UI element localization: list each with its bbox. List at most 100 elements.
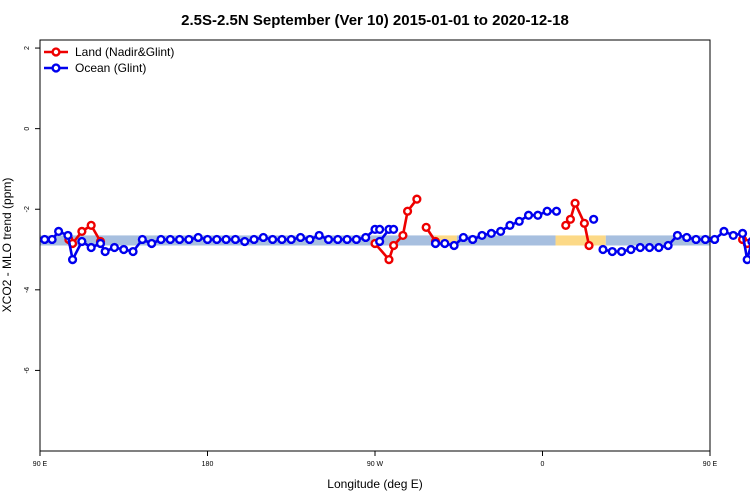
ocean-data-point bbox=[202, 234, 213, 245]
ocean-data-point bbox=[449, 240, 459, 251]
ocean-data-point bbox=[710, 234, 720, 245]
ocean-data-point bbox=[286, 234, 296, 245]
ocean-data-point bbox=[672, 230, 683, 241]
land-data-point bbox=[584, 240, 594, 251]
ocean-data-point bbox=[147, 238, 157, 249]
ocean-data-point bbox=[486, 228, 496, 239]
land-data-point bbox=[402, 206, 413, 216]
ocean-data-point bbox=[514, 216, 524, 226]
ocean-data-point bbox=[496, 226, 506, 236]
land-data-point bbox=[77, 226, 87, 236]
ocean-data-point bbox=[551, 206, 562, 216]
x-axis-label: Longitude (deg E) bbox=[327, 477, 422, 491]
ocean-data-point bbox=[742, 255, 750, 265]
band-segment bbox=[456, 235, 556, 246]
ocean-data-point bbox=[63, 230, 73, 241]
land-data-point bbox=[412, 194, 422, 204]
ocean-data-point bbox=[351, 234, 361, 245]
ocean-data-point bbox=[67, 255, 78, 265]
land-data-point bbox=[398, 230, 408, 241]
y-tick-label: -4 bbox=[24, 287, 31, 293]
ocean-data-point bbox=[174, 234, 185, 245]
y-tick-label: 2 bbox=[24, 46, 31, 50]
ocean-data-point bbox=[314, 230, 324, 241]
ocean-data-point bbox=[607, 246, 617, 257]
land-data-point bbox=[565, 214, 576, 224]
ocean-data-point bbox=[40, 234, 50, 245]
ocean-data-point bbox=[249, 234, 259, 245]
ocean-data-point bbox=[458, 232, 469, 243]
ocean-data-point bbox=[477, 230, 487, 241]
ocean-data-point bbox=[54, 226, 64, 236]
ocean-data-point bbox=[440, 238, 450, 249]
y-tick-label: -6 bbox=[24, 367, 31, 373]
ocean-data-point bbox=[700, 234, 710, 245]
ocean-data-point bbox=[165, 234, 175, 245]
ocean-data-point bbox=[468, 234, 478, 245]
legend: Land (Nadir&Glint) Ocean (Glint) bbox=[44, 45, 174, 75]
ocean-data-point bbox=[109, 242, 120, 253]
legend-ocean-label: Ocean (Glint) bbox=[75, 61, 146, 75]
ocean-data-point bbox=[77, 236, 87, 247]
chart-title: 2.5S-2.5N September (Ver 10) 2015-01-01 … bbox=[181, 12, 569, 29]
ocean-data-point bbox=[533, 210, 543, 220]
ocean-data-point bbox=[375, 224, 385, 234]
ocean-data-point bbox=[230, 234, 241, 245]
ocean-data-point bbox=[221, 234, 231, 245]
x-tick-label: 90 W bbox=[367, 461, 384, 468]
ocean-data-point bbox=[342, 234, 352, 245]
ocean-data-point bbox=[644, 242, 655, 253]
ocean-data-point bbox=[616, 246, 627, 257]
ocean-data-point bbox=[95, 238, 106, 249]
land-data-point bbox=[86, 220, 96, 230]
ocean-series bbox=[40, 206, 750, 265]
ocean-data-point bbox=[728, 230, 738, 241]
land-series bbox=[64, 194, 750, 265]
ocean-data-point bbox=[323, 234, 334, 245]
x-tick-label: 0 bbox=[541, 461, 545, 468]
ocean-data-point bbox=[691, 234, 701, 245]
data-series bbox=[40, 194, 750, 265]
ocean-data-point bbox=[100, 246, 110, 257]
ocean-data-point bbox=[361, 232, 371, 243]
ocean-data-point bbox=[333, 234, 343, 245]
y-axis-label: XCO2 - MLO trend (ppm) bbox=[0, 178, 14, 313]
ocean-data-point bbox=[737, 228, 748, 239]
ocean-data-point bbox=[430, 238, 441, 249]
ocean-data-point bbox=[137, 234, 147, 245]
axes: 90 E 180 90 W 0 90 E 2 0 -2 -4 -6 bbox=[24, 39, 718, 468]
ocean-data-point bbox=[598, 244, 608, 255]
legend-land-marker bbox=[51, 47, 61, 57]
ocean-data-point bbox=[258, 232, 268, 243]
y-tick-label: 0 bbox=[24, 127, 31, 131]
ocean-data-point bbox=[654, 242, 664, 253]
ocean-data-point bbox=[86, 242, 96, 253]
ocean-data-point bbox=[635, 242, 645, 253]
ocean-data-point bbox=[682, 232, 692, 243]
ocean-data-point bbox=[47, 234, 57, 245]
land-data-point bbox=[579, 218, 589, 228]
ocean-data-point bbox=[663, 240, 673, 251]
ocean-data-point bbox=[119, 244, 129, 255]
ocean-data-point bbox=[542, 206, 552, 216]
ocean-data-point bbox=[268, 234, 278, 245]
land-data-point bbox=[561, 220, 571, 230]
land-data-point bbox=[389, 240, 399, 251]
y-tick-label: -2 bbox=[24, 206, 31, 212]
band-segment bbox=[555, 235, 606, 246]
band-segment bbox=[605, 235, 710, 246]
ocean-data-point bbox=[375, 236, 385, 247]
x-tick-label: 90 E bbox=[33, 461, 48, 468]
x-tick-label: 180 bbox=[202, 461, 214, 468]
legend-ocean-marker bbox=[51, 63, 61, 73]
ocean-data-point bbox=[589, 214, 599, 224]
ocean-data-point bbox=[240, 236, 250, 247]
ocean-data-point bbox=[277, 234, 287, 245]
ocean-data-point bbox=[389, 224, 399, 234]
ocean-data-point bbox=[719, 226, 729, 236]
ocean-data-point bbox=[626, 244, 636, 255]
land-data-point bbox=[421, 222, 431, 232]
ocean-data-point bbox=[305, 234, 315, 245]
ocean-data-point bbox=[128, 246, 138, 257]
